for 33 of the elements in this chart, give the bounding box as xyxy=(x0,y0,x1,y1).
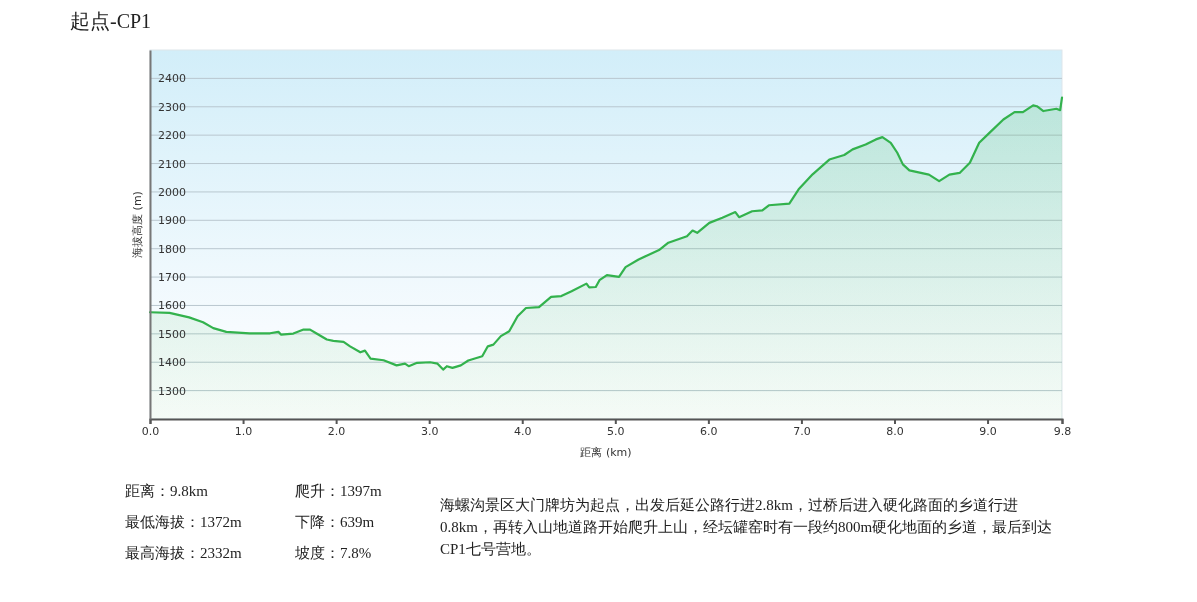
x-tick-label: 9.0 xyxy=(979,424,997,438)
x-tick-label: 6.0 xyxy=(700,424,718,438)
x-tick-label: 7.0 xyxy=(793,424,811,438)
x-tick-label: 8.0 xyxy=(886,424,904,438)
text: 最低海拔：1372m xyxy=(125,513,243,532)
y-tick-label: 1600 xyxy=(158,299,186,313)
y-tick-label: 1400 xyxy=(158,356,186,370)
y-tick-label: 2300 xyxy=(158,100,186,114)
text: 距离：9.8km xyxy=(125,482,209,501)
y-tick-label: 1800 xyxy=(158,242,186,256)
x-axis-title: 距离 (km) xyxy=(580,446,632,459)
y-tick-label: 2000 xyxy=(158,185,186,199)
text: 海螺沟景区大门牌坊为起点，出发后延公路行进2.8km，过桥后进入硬化路面的乡道行进0.8km，再转入山地道路开始爬升上山，经坛罐窑时有一段约800m硬化地面的乡道，最后到达CP1七号营地。 xyxy=(440,496,1054,559)
x-tick-label: 2.0 xyxy=(327,424,346,438)
chart-title: 起点-CP1 xyxy=(70,9,152,34)
y-tick-label: 2100 xyxy=(158,157,186,171)
x-tick-label: 5.0 xyxy=(607,424,625,438)
x-tick-label: 9.8 xyxy=(1053,424,1072,438)
text: 最高海拔：2332m xyxy=(125,544,243,563)
text: 坡度：7.8% xyxy=(295,545,372,561)
y-tick-label: 2200 xyxy=(158,129,186,143)
text: 下降：639m xyxy=(295,514,375,530)
y-tick-label: 1500 xyxy=(158,327,186,341)
x-tick-label: 3.0 xyxy=(420,424,439,438)
y-tick-label: 2400 xyxy=(158,72,186,86)
x-tick-label: 0.0 xyxy=(141,424,160,438)
y-tick-label: 1300 xyxy=(158,384,186,398)
text: 爬升：1397m xyxy=(295,483,382,499)
y-tick-label: 1900 xyxy=(158,214,186,228)
y-tick-label: 1700 xyxy=(158,271,186,285)
x-tick-label: 1.0 xyxy=(234,424,253,438)
x-tick-label: 4.0 xyxy=(513,424,532,438)
y-axis-title: 海拔高度 (m) xyxy=(131,191,144,258)
